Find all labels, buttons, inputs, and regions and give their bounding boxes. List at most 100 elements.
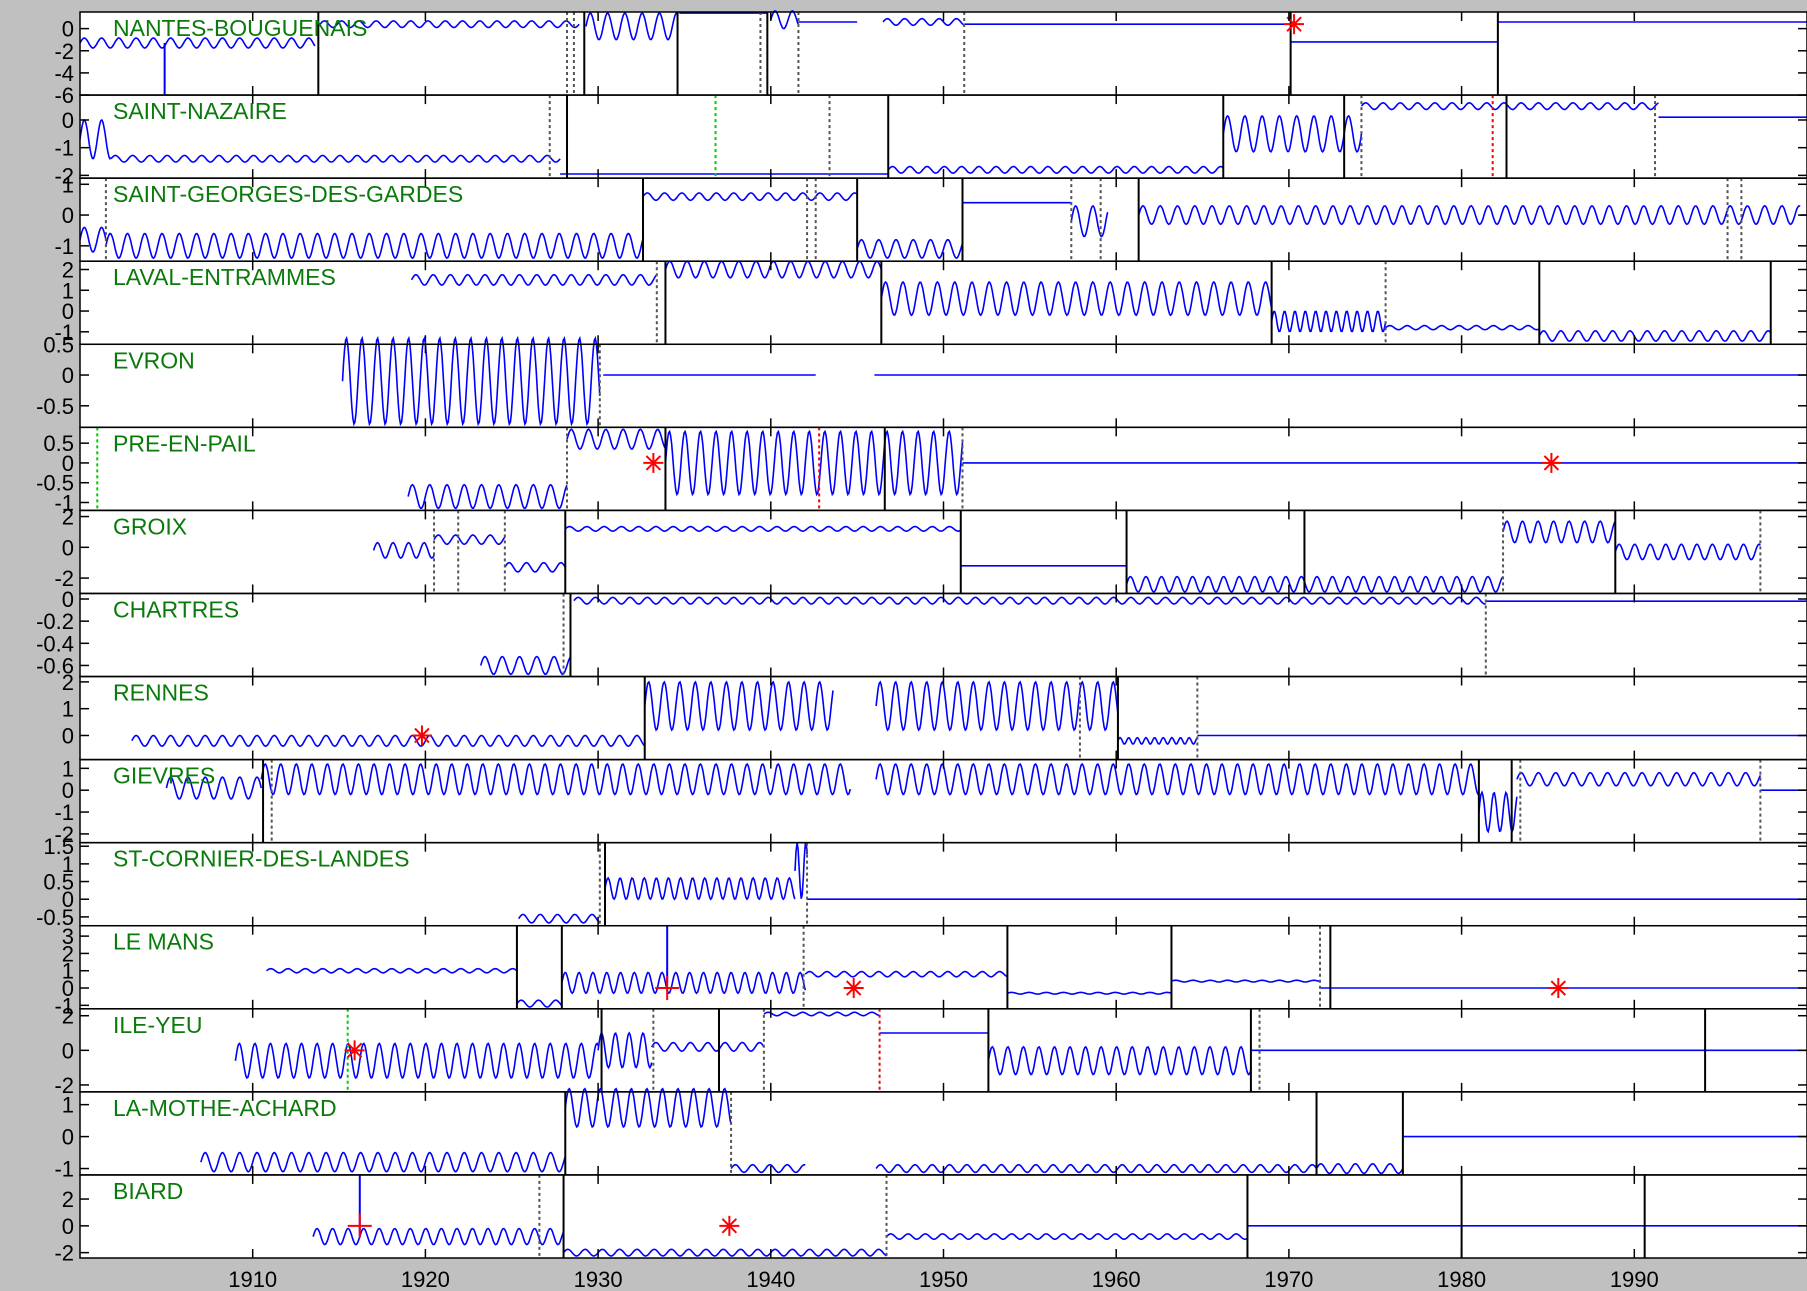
y-tick-label: 0	[62, 363, 74, 388]
station-label: ILE-YEU	[113, 1012, 202, 1038]
series-segment	[597, 1031, 653, 1070]
x-tick-label: 1930	[574, 1267, 623, 1291]
x-tick-label: 1910	[228, 1267, 277, 1291]
series-segment	[131, 734, 646, 748]
x-tick-label: 1950	[919, 1267, 968, 1291]
marker-stroke	[1543, 455, 1560, 471]
marker-stroke	[1286, 16, 1302, 32]
series-segment	[518, 913, 601, 924]
y-tick-label: 0	[62, 887, 74, 912]
y-tick-label: -1	[54, 800, 74, 825]
series-segment	[875, 1163, 1318, 1174]
y-tick-label: -4	[54, 61, 74, 86]
y-tick-label: 0	[62, 1214, 74, 1239]
series-segment	[504, 561, 566, 573]
series-segment	[105, 232, 644, 260]
y-tick-label: -1	[54, 136, 74, 161]
series-segment	[1137, 204, 1801, 226]
series-segment	[1007, 991, 1172, 995]
y-tick-label: 1	[62, 697, 74, 722]
y-tick-label: -2	[54, 566, 74, 591]
y-tick-label: 0	[62, 299, 74, 324]
series-segment	[266, 967, 518, 974]
y-tick-label: 2	[62, 505, 74, 530]
series-segment	[573, 596, 1486, 605]
series-segment	[479, 655, 572, 676]
y-tick-label: -2	[54, 1073, 74, 1098]
series-segment	[200, 1151, 567, 1173]
y-tick-label: -0.5	[36, 471, 74, 496]
panel-biard: 20-2 BIARD	[54, 1174, 1807, 1266]
panel-chartres: 0-0.2-0.4-0.6 CHARTRES	[36, 587, 1807, 678]
series-segment	[407, 483, 568, 510]
y-tick-label: -1	[54, 490, 74, 515]
marker-stroke	[346, 1042, 363, 1059]
y-tick-label: 0	[62, 778, 74, 803]
y-tick-label: 0	[62, 203, 74, 228]
y-tick-label: 0.5	[43, 332, 74, 357]
series-segment	[1385, 324, 1540, 331]
y-tick-label: 1	[62, 959, 74, 984]
station-label: LAVAL-ENTRAMMES	[113, 264, 336, 290]
series-segment	[1538, 329, 1772, 342]
series-segment	[880, 280, 1273, 317]
station-label: CHARTRES	[113, 596, 239, 622]
y-tick-label: -0.5	[36, 394, 74, 419]
star-marker	[843, 978, 864, 999]
series-segment	[260, 762, 851, 796]
series-segment	[875, 762, 1480, 796]
series-segment	[882, 17, 965, 27]
x-tick-label: 1990	[1610, 1267, 1659, 1291]
star-marker	[344, 1040, 365, 1061]
star-marker	[719, 1215, 740, 1236]
y-tick-label: -1	[54, 234, 74, 259]
panel-la-mothe-achard: 1 0 -1 LA-MOTHE-ACHARD	[54, 1087, 1807, 1182]
series-segment	[433, 534, 506, 546]
series-segment	[887, 165, 1224, 174]
y-tick-label: 0	[62, 17, 74, 42]
series-segment	[1125, 575, 1504, 593]
y-tick-label: 0.5	[43, 870, 74, 895]
y-tick-label: 0	[62, 976, 74, 1001]
series-segment	[79, 118, 112, 160]
station-label: PRE-EN-PAIL	[113, 430, 256, 456]
series-segment	[341, 335, 601, 427]
series-segment	[165, 776, 263, 800]
y-tick-label: 2	[62, 1187, 74, 1212]
series-segment	[319, 20, 580, 29]
series-segment	[650, 1041, 765, 1053]
panels: 0-2-4-6NANTES-BOUGUENAIS0-1-2SAINT-NAZAI…	[36, 9, 1807, 1266]
panel-st-cornier-des-landes: 1.510.50-0.5 ST-CORNIER-DES-LANDES	[36, 834, 1807, 930]
marker-stroke	[645, 455, 662, 471]
station-label: RENNES	[113, 680, 209, 706]
y-tick-label: 0.5	[43, 431, 74, 456]
station-label: GIEVRES	[113, 763, 215, 789]
station-label: BIARD	[113, 1178, 183, 1204]
station-label: GROIX	[113, 513, 187, 539]
series-segment	[1222, 114, 1363, 154]
station-label: LE MANS	[113, 929, 214, 955]
y-tick-label: 0	[62, 535, 74, 560]
series-segment	[1360, 101, 1659, 111]
series-segment	[804, 970, 1008, 978]
y-tick-label: 1	[62, 278, 74, 303]
y-tick-label: -0.5	[36, 905, 74, 930]
y-tick-label: 2	[62, 670, 74, 695]
series-segment	[1270, 310, 1387, 333]
marker-stroke	[845, 980, 862, 996]
series-segment	[312, 1227, 565, 1246]
marker-stroke	[1550, 980, 1567, 996]
x-axis: 1910 1920 1930 1940 1950 1960 1970 1980 1990	[228, 1267, 1659, 1291]
plus-marker	[655, 976, 680, 1001]
series-segment	[730, 1163, 806, 1174]
series-segment	[110, 154, 561, 163]
marker-stroke	[721, 1218, 738, 1234]
series-segment	[1614, 543, 1761, 561]
y-tick-label: -0.6	[36, 653, 74, 678]
panel-groix: 2 0 -2 GROIX	[54, 505, 1807, 595]
series-segment	[604, 876, 796, 901]
series-segment	[234, 1042, 599, 1080]
series-segment	[1070, 204, 1109, 238]
panel-pre-en-pail: 0.50-0.5-1 PRE-EN-PAIL	[36, 426, 1807, 515]
